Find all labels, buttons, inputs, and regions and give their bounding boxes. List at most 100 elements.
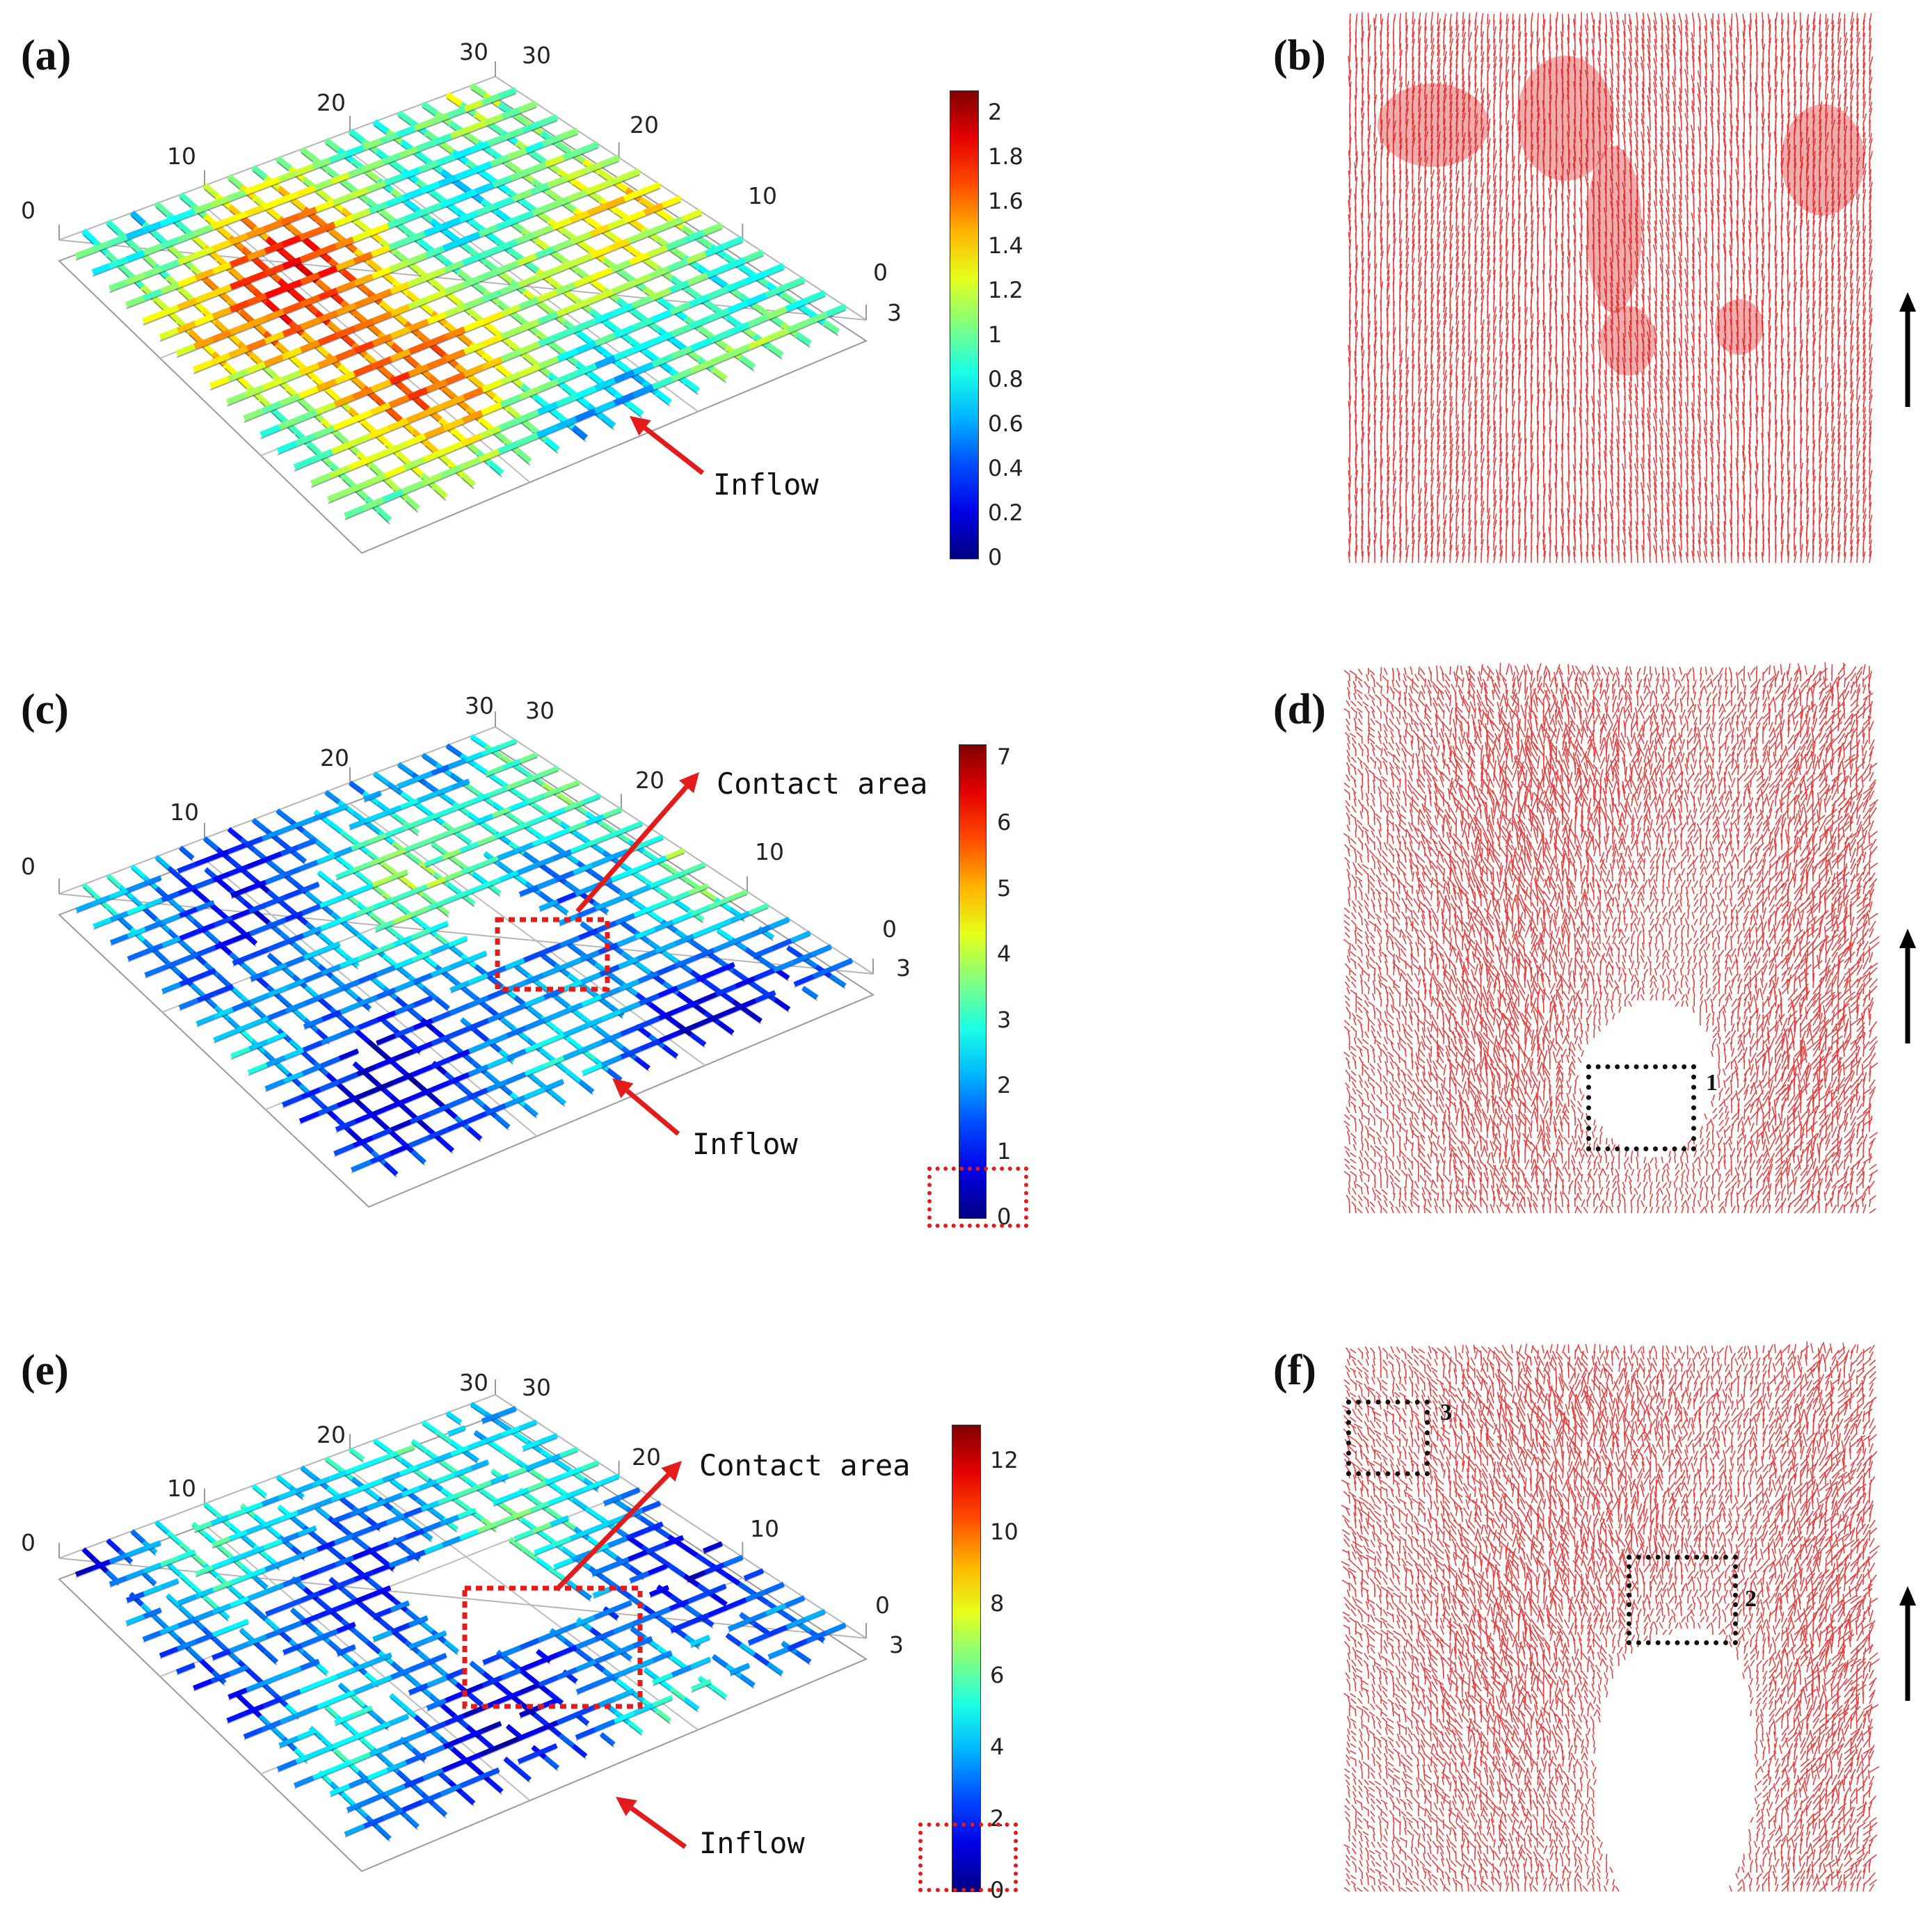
colorbar-tick-label: 1.8 (988, 143, 1023, 170)
vector-arrows (1348, 12, 1874, 563)
colorbar-tick-label: 1.2 (988, 277, 1023, 303)
colorbar-tick-label: 1 (997, 1137, 1012, 1164)
annotation-arrow (612, 1078, 680, 1136)
tick-left-30: 30 (459, 38, 488, 65)
colorbar-tick-label: 5 (997, 874, 1012, 902)
inflow-label: Inflow (699, 1826, 805, 1860)
colorbar-tick-label: 12 (990, 1446, 1019, 1473)
colorbar-tick-label: 4 (997, 941, 1012, 968)
tick-right-20: 20 (635, 767, 664, 794)
panel-label-d: (d) (1273, 686, 1326, 733)
tick-right-10: 10 (750, 1515, 779, 1542)
tick-left-30: 30 (465, 692, 494, 719)
region-box-label-2: 2 (1745, 1586, 1757, 1612)
contact-area-label: Contact area (699, 1448, 911, 1482)
tick-left-20: 20 (320, 744, 349, 771)
zero-highlight-box (918, 1823, 1018, 1892)
panel-c: (c) 0 10 20 30 30 20 10 0 3 Contact area… (0, 654, 1044, 1259)
fracture-grid-3d-c (58, 712, 875, 1208)
velocity-vector-field-f (1341, 1341, 1881, 1892)
annotation-arrow (616, 1797, 687, 1849)
colorbar-tick-label: 0.4 (988, 455, 1023, 481)
panel-label-f: (f) (1273, 1347, 1316, 1394)
tick-left-20: 20 (317, 1421, 346, 1448)
fracture-grid-3d-e (58, 1379, 868, 1873)
tick-right-30: 30 (522, 42, 551, 69)
tick-right-0: 0 (882, 915, 897, 943)
tick-right-0: 0 (873, 259, 888, 286)
colorbar-tick-label: 6 (997, 809, 1012, 836)
colorbar-tick-label: 6 (990, 1661, 1005, 1688)
colorbar-tick-label: 0 (988, 544, 1003, 570)
panel-d: (d) 1 (1252, 654, 1932, 1259)
tick-right-30: 30 (525, 697, 554, 724)
panel-label-e: (e) (21, 1347, 69, 1394)
region-box-2 (1627, 1555, 1738, 1645)
tick-left-10: 10 (167, 1475, 196, 1502)
colorbar-e (952, 1425, 981, 1892)
panel-label-a: (a) (21, 32, 72, 79)
tick-left-10: 10 (167, 143, 196, 170)
tick-right-10: 10 (748, 182, 777, 209)
tick-right-0: 0 (875, 1592, 890, 1619)
tick-left-0: 0 (21, 197, 35, 224)
colorbar-tick-label: 0 (997, 1203, 1012, 1230)
tick-left-10: 10 (170, 799, 199, 826)
tick-right-10: 10 (755, 838, 784, 865)
tick-right-30: 30 (522, 1374, 551, 1401)
fracture-network (75, 734, 854, 1178)
panel-label-b: (b) (1273, 32, 1326, 79)
vector-arrows (1343, 662, 1880, 1214)
inflow-label: Inflow (692, 1127, 798, 1161)
colorbar-tick-label: 1 (988, 321, 1003, 348)
colorbar-tick-label: 8 (990, 1590, 1005, 1617)
velocity-vector-field-d (1343, 662, 1880, 1214)
fracture-grid-3d-a (58, 61, 868, 554)
region-box-3 (1346, 1400, 1430, 1476)
panel-e: (e) 0 10 20 30 30 20 10 0 3 Contact area… (0, 1336, 1044, 1913)
tick-depth-3: 3 (896, 954, 911, 982)
fracture-network (74, 83, 847, 525)
colorbar-c (959, 744, 987, 1219)
tick-left-30: 30 (459, 1369, 488, 1396)
colorbar-tick-label: 2 (988, 99, 1003, 125)
annotation-arrow (575, 772, 699, 913)
tick-depth-3: 3 (889, 1631, 904, 1658)
colorbar-tick-label: 4 (990, 1733, 1005, 1760)
colorbar-tick-label: 0.6 (988, 410, 1023, 437)
region-box-label-3: 3 (1440, 1400, 1452, 1425)
colorbar-tick-label: 10 (990, 1518, 1019, 1545)
contact-area-box (462, 1585, 643, 1709)
panel-a: (a) 0 10 20 30 30 20 10 0 3 Inflow 2 1.8 1… (0, 0, 1044, 612)
region-box-1 (1586, 1064, 1696, 1151)
region-box-label-1: 1 (1706, 1070, 1718, 1096)
colorbar-a (950, 90, 979, 559)
annotation-arrow (554, 1461, 682, 1592)
colorbar-tick-label: 7 (997, 743, 1012, 770)
panel-label-c: (c) (21, 686, 69, 733)
zero-highlight-box (927, 1167, 1028, 1228)
flow-direction-arrow (1899, 292, 1916, 407)
annotation-arrow (630, 416, 705, 475)
colorbar-tick-label: 2 (997, 1072, 1012, 1099)
tick-left-0: 0 (21, 853, 35, 880)
colorbar-tick-label: 0.2 (988, 499, 1023, 526)
fracture-network (74, 1402, 847, 1842)
contact-area-label: Contact area (717, 767, 928, 801)
panel-b: (b) (1252, 0, 1932, 612)
vector-arrows (1341, 1341, 1881, 1892)
flow-direction-arrow (1899, 1586, 1916, 1701)
colorbar-tick-label: 1.6 (988, 188, 1023, 214)
high-velocity-zones (1378, 56, 1865, 376)
tick-right-20: 20 (632, 1443, 661, 1471)
tick-left-20: 20 (317, 89, 346, 116)
inflow-label: Inflow (713, 467, 819, 502)
tick-right-20: 20 (630, 111, 659, 138)
tick-depth-3: 3 (887, 299, 902, 326)
panel-f: (f) 3 2 (1252, 1336, 1932, 1913)
tick-left-0: 0 (21, 1529, 35, 1556)
colorbar-tick-label: 1.4 (988, 232, 1023, 259)
colorbar-tick-label: 0.8 (988, 366, 1023, 392)
contact-area-box (495, 917, 610, 992)
colorbar-tick-label: 3 (997, 1006, 1012, 1033)
